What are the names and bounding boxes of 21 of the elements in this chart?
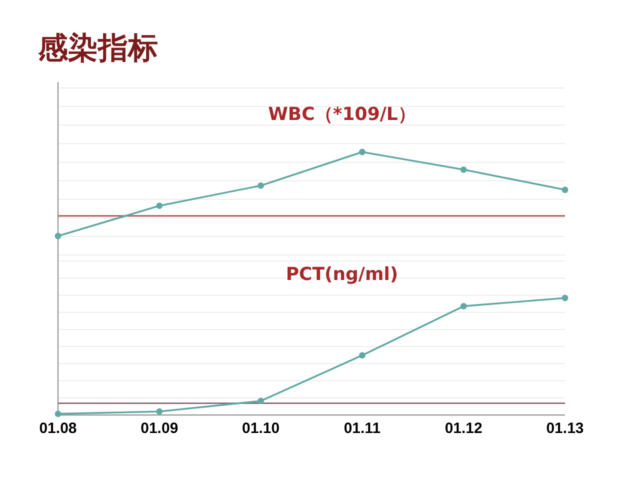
point <box>156 408 163 415</box>
x-tick-label: 01.08 <box>39 420 77 437</box>
point <box>54 232 62 240</box>
point <box>258 182 264 189</box>
chart-title: 感染指标 <box>37 31 158 66</box>
point <box>359 148 366 156</box>
point <box>54 410 62 418</box>
point <box>460 302 467 310</box>
point <box>562 294 568 302</box>
point <box>562 186 568 193</box>
x-tick-label: 01.13 <box>546 420 584 437</box>
point <box>156 202 163 209</box>
x-tick-label: 01.11 <box>344 420 381 437</box>
point <box>359 352 366 359</box>
chart-title: PCT(ng/ml) <box>286 264 398 285</box>
point <box>258 398 264 404</box>
x-tick-label: 01.12 <box>444 420 482 437</box>
chart-subtitle: WBC（*109/L） <box>268 104 416 125</box>
point <box>460 166 467 173</box>
x-tick-label: 01.09 <box>140 420 178 437</box>
x-tick-label: 01.10 <box>242 420 280 437</box>
